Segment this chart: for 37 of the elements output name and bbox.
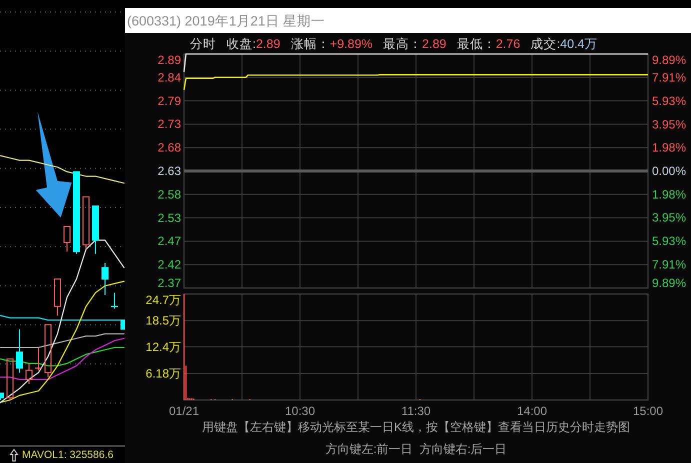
y-tick-label: 2.63 xyxy=(158,164,182,178)
line-series xyxy=(183,74,649,91)
chart-title: (600331) 2019年1月21日 星期一 xyxy=(127,14,326,28)
y2-tick-label: 1.98% xyxy=(652,140,686,155)
y-tick-label: 2.58 xyxy=(158,187,182,202)
y2-tick-label: 3.95% xyxy=(652,117,686,132)
text: 用键盘【左右键】移动光标至某一日K线，按【空格键】查看当日历史分时走势图 xyxy=(202,420,630,434)
y-tick-label: 2.53 xyxy=(158,210,182,225)
y-tick-label: 24.7万 xyxy=(146,293,181,307)
text: MAVOL1: 325586.6 xyxy=(22,449,114,461)
y-tick-label: 2.73 xyxy=(158,117,182,132)
y2-tick-label: 3.95% xyxy=(652,210,686,225)
x-tick-label: 11:30 xyxy=(401,404,431,418)
y2-tick-label: 0.00% xyxy=(652,164,686,178)
y-tick-label: 18.5万 xyxy=(146,314,181,328)
y2-tick-label: 7.91% xyxy=(652,258,686,272)
text: 方向键左:前一日 方向键右:后一日 xyxy=(325,442,507,456)
y-tick-label: 2.89 xyxy=(158,53,182,67)
y-tick-label: 2.47 xyxy=(158,234,182,248)
y2-tick-label: 9.89% xyxy=(652,276,686,290)
x-tick-label: 15:00 xyxy=(632,404,664,418)
x-tick-label: 10:30 xyxy=(284,404,316,418)
y2-tick-label: 7.91% xyxy=(652,70,686,84)
y-tick-label: 12.4万 xyxy=(146,340,181,354)
y-tick-label: 2.42 xyxy=(158,258,182,272)
y-tick-label: 2.37 xyxy=(158,276,182,290)
y-tick-label: 2.68 xyxy=(158,140,182,155)
y-tick-label: 6.18万 xyxy=(146,366,181,380)
y2-tick-label: 9.89% xyxy=(652,53,686,67)
y-tick-label: 2.79 xyxy=(158,94,182,108)
y2-tick-label: 1.98% xyxy=(652,187,686,202)
y-tick-label: 2.84 xyxy=(158,70,182,84)
x-tick-label: 14:00 xyxy=(516,404,548,418)
y2-tick-label: 5.93% xyxy=(652,234,686,248)
text: 分时 收盘:2.89 涨幅：+9.89% 最高：2.89 最低：2.76 成交:40.4万 xyxy=(190,37,598,51)
x-tick-label: 01/21 xyxy=(168,404,200,418)
y2-tick-label: 5.93% xyxy=(652,94,686,108)
